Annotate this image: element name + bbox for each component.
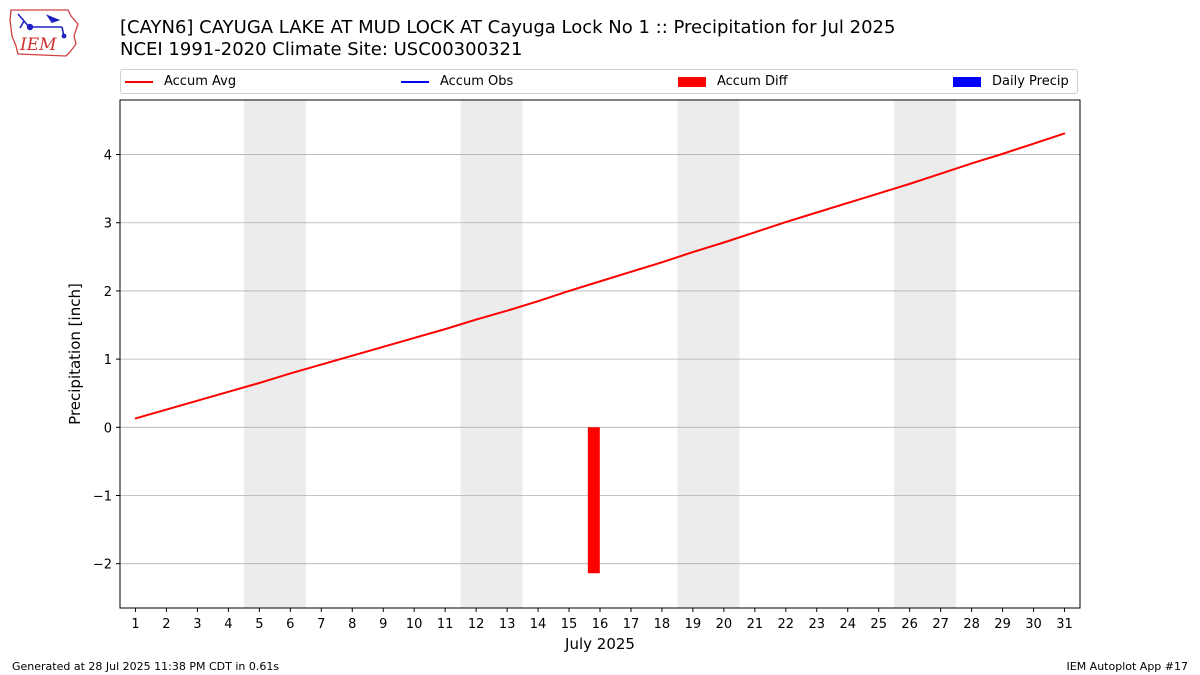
xtick-label-8: 8 (348, 617, 356, 632)
logo-text: IEM (19, 35, 57, 55)
xtick-label-3: 3 (193, 617, 201, 632)
series-point-accum-avg-1 (134, 417, 137, 420)
xtick-label-1: 1 (131, 617, 139, 632)
xtick-label-2: 2 (162, 617, 170, 632)
ytick-label-6: 4 (104, 149, 112, 164)
x-axis-label: July 2025 (564, 635, 635, 653)
series-point-accum-avg-16 (599, 280, 601, 283)
legend-swatch-accum-diff (678, 76, 706, 87)
xtick-label-30: 30 (1025, 617, 1042, 632)
xtick-label-26: 26 (901, 617, 918, 632)
series-point-accum-avg-20 (723, 241, 725, 244)
xtick-label-23: 23 (809, 617, 826, 632)
legend-item-accum-obs: Accum Obs (401, 74, 513, 89)
ytick-label-1: −1 (93, 489, 112, 504)
iowa-outline-icon (9, 9, 79, 57)
series-point-accum-avg-30 (1032, 142, 1035, 145)
weekend-band-1 (243, 100, 306, 608)
series-point-accum-avg-3 (196, 399, 199, 402)
weekend-band-3 (677, 100, 740, 608)
series-point-accum-avg-15 (568, 290, 570, 292)
xtick-label-22: 22 (778, 617, 795, 632)
series-point-accum-avg-6 (289, 372, 292, 375)
xtick-label-20: 20 (716, 617, 733, 632)
xtick-label-11: 11 (437, 617, 454, 632)
series-point-accum-avg-12 (475, 318, 477, 321)
weekend-band-2 (460, 100, 523, 608)
chart-title: [CAYN6] CAYUGA LAKE AT MUD LOCK AT Cayug… (120, 17, 896, 38)
xtick-label-29: 29 (994, 617, 1011, 632)
series-point-accum-avg-29 (1001, 153, 1004, 155)
legend-item-accum-diff: Accum Diff (678, 74, 788, 89)
legend-item-daily-precip: Daily Precip (953, 74, 1069, 89)
series-point-accum-avg-25 (877, 192, 880, 195)
series-point-accum-avg-19 (692, 251, 694, 253)
series-point-accum-avg-7 (320, 363, 323, 366)
xtick-label-6: 6 (286, 617, 294, 632)
xtick-label-18: 18 (654, 617, 671, 632)
xtick-label-19: 19 (685, 617, 702, 632)
ytick-label-0: −2 (93, 558, 112, 573)
xtick-label-16: 16 (592, 617, 609, 632)
series-point-accum-avg-8 (351, 354, 354, 357)
legend-swatch-accum-avg (125, 80, 153, 83)
series-point-accum-avg-13 (506, 309, 508, 312)
xtick-label-17: 17 (623, 617, 640, 632)
xtick-label-21: 21 (747, 617, 764, 632)
xtick-label-13: 13 (499, 617, 516, 632)
xtick-label-31: 31 (1056, 617, 1073, 632)
legend-label-accum-diff: Accum Diff (717, 74, 788, 89)
bar-accum-diff-1 (587, 427, 600, 574)
xtick-label-14: 14 (530, 617, 547, 632)
weekend-band-4 (894, 100, 957, 608)
footer-generated: Generated at 28 Jul 2025 11:38 PM CDT in… (12, 660, 280, 673)
weather-station-icon (17, 13, 67, 39)
legend-swatch-daily-precip (953, 76, 981, 87)
series-point-accum-avg-18 (661, 261, 663, 264)
legend-item-accum-avg: Accum Avg (125, 74, 236, 89)
series-point-accum-avg-23 (815, 211, 818, 214)
legend-label-daily-precip: Daily Precip (992, 74, 1069, 89)
series-point-accum-avg-26 (908, 183, 911, 185)
ytick-label-2: 0 (104, 421, 112, 436)
series-point-accum-avg-31 (1063, 132, 1066, 135)
y-axis-label: Precipitation [inch] (66, 283, 84, 425)
xtick-label-27: 27 (932, 617, 949, 632)
iem-logo: IEM (9, 9, 79, 57)
series-point-accum-avg-9 (382, 346, 385, 348)
xtick-label-25: 25 (870, 617, 887, 632)
series-point-accum-avg-14 (537, 300, 539, 302)
xtick-label-7: 7 (317, 617, 325, 632)
xtick-label-15: 15 (561, 617, 578, 632)
ytick-label-4: 2 (104, 285, 112, 300)
xtick-label-24: 24 (839, 617, 856, 632)
xtick-label-4: 4 (224, 617, 232, 632)
series-point-accum-avg-21 (754, 231, 756, 234)
series-point-accum-avg-2 (165, 408, 168, 411)
xtick-label-5: 5 (255, 617, 263, 632)
series-point-accum-avg-11 (444, 328, 446, 330)
xtick-label-12: 12 (468, 617, 485, 632)
footer-app-id: IEM Autoplot App #17 (1066, 660, 1189, 673)
legend-swatch-accum-obs (401, 80, 429, 83)
series-point-accum-avg-17 (630, 271, 632, 273)
series-point-accum-avg-4 (227, 391, 230, 393)
chart-subtitle: NCEI 1991-2020 Climate Site: USC00300321 (120, 39, 523, 60)
series-point-accum-avg-10 (413, 337, 415, 339)
series-point-accum-avg-22 (785, 221, 787, 223)
ytick-label-5: 3 (104, 217, 112, 232)
xtick-label-28: 28 (963, 617, 980, 632)
xtick-label-9: 9 (379, 617, 387, 632)
legend-label-accum-avg: Accum Avg (164, 74, 237, 89)
series-point-accum-avg-24 (846, 202, 849, 204)
series-point-accum-avg-27 (939, 172, 942, 175)
series-point-accum-avg-28 (970, 162, 973, 165)
ytick-label-3: 1 (104, 353, 112, 368)
series-point-accum-avg-5 (258, 382, 261, 384)
xtick-label-10: 10 (406, 617, 423, 632)
legend-label-accum-obs: Accum Obs (440, 74, 514, 89)
legend: Accum Avg Accum Obs Accum Diff Daily Pre… (120, 69, 1078, 94)
